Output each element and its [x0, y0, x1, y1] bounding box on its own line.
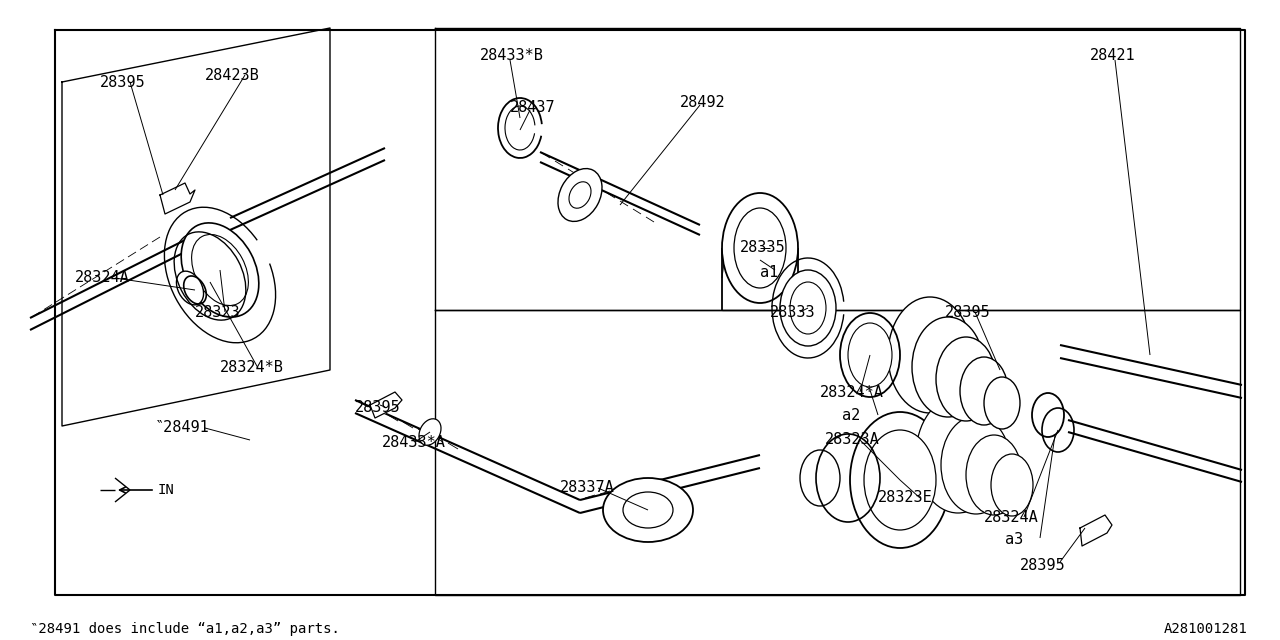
Text: ‶28491 does include “a1,a2,a3” parts.: ‶28491 does include “a1,a2,a3” parts. [29, 622, 340, 636]
Text: 28324*A: 28324*A [820, 385, 884, 400]
Ellipse shape [177, 271, 204, 305]
Ellipse shape [722, 193, 797, 303]
Ellipse shape [570, 182, 591, 208]
Text: 28323: 28323 [195, 305, 241, 320]
Text: 28423B: 28423B [205, 68, 260, 83]
Ellipse shape [790, 282, 826, 334]
Ellipse shape [941, 416, 1011, 514]
Ellipse shape [864, 430, 936, 530]
Text: 28324A: 28324A [984, 510, 1039, 525]
Ellipse shape [800, 450, 840, 506]
Text: 28323A: 28323A [826, 432, 879, 447]
Ellipse shape [960, 357, 1009, 425]
Text: 28335: 28335 [740, 240, 786, 255]
Ellipse shape [780, 270, 836, 346]
Text: 28395: 28395 [945, 305, 991, 320]
Ellipse shape [991, 454, 1033, 516]
Text: 28437: 28437 [509, 100, 556, 115]
Ellipse shape [849, 323, 892, 387]
Polygon shape [370, 392, 402, 418]
Text: 28333: 28333 [771, 305, 815, 320]
Text: 28395: 28395 [1020, 558, 1066, 573]
Ellipse shape [558, 168, 602, 221]
Text: 28421: 28421 [1091, 48, 1135, 63]
Text: 28433*B: 28433*B [480, 48, 544, 63]
Ellipse shape [623, 492, 673, 528]
Text: 28395: 28395 [100, 75, 146, 90]
Polygon shape [1080, 515, 1112, 546]
Text: 28395: 28395 [355, 400, 401, 415]
Ellipse shape [984, 377, 1020, 429]
Ellipse shape [850, 412, 950, 548]
Polygon shape [160, 183, 195, 214]
Text: 28324A: 28324A [76, 270, 129, 285]
Ellipse shape [733, 208, 786, 288]
Ellipse shape [419, 419, 442, 445]
Ellipse shape [888, 297, 972, 413]
Text: a2: a2 [842, 408, 860, 423]
Text: IN: IN [157, 483, 175, 497]
Ellipse shape [966, 435, 1021, 515]
Text: a3: a3 [1005, 532, 1023, 547]
Text: ‶28491: ‶28491 [155, 420, 210, 435]
Ellipse shape [936, 337, 996, 421]
Text: a1: a1 [760, 265, 778, 280]
Text: A281001281: A281001281 [1165, 622, 1248, 636]
Text: 28323E: 28323E [878, 490, 933, 505]
Text: 28492: 28492 [680, 95, 726, 110]
Text: 28433*A: 28433*A [381, 435, 445, 450]
Text: 28337A: 28337A [561, 480, 614, 495]
Text: 28324*B: 28324*B [220, 360, 284, 375]
Ellipse shape [916, 397, 1000, 513]
Ellipse shape [192, 234, 248, 305]
Ellipse shape [603, 478, 692, 542]
Ellipse shape [911, 317, 984, 417]
Ellipse shape [182, 223, 259, 317]
